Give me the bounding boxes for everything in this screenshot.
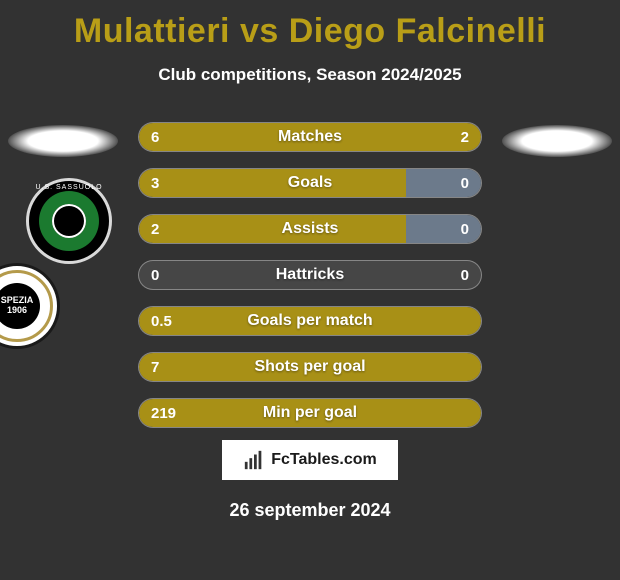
badge-right-center-text: SPEZIA 1906 — [0, 283, 40, 329]
stat-bar-row: Min per goal219 — [138, 398, 482, 428]
stat-bar-label: Min per goal — [139, 399, 481, 427]
stat-bar-row: Goals per match0.5 — [138, 306, 482, 336]
badge-glow-left — [8, 125, 118, 157]
title-vs: vs — [240, 12, 279, 50]
footer-site-text: FcTables.com — [271, 451, 377, 469]
club-badge-right: SPEZIA 1906 — [0, 263, 60, 349]
soccer-ball-icon — [52, 204, 86, 238]
page-title: Mulattieri vs Diego Falcinelli — [0, 0, 620, 51]
title-player1: Mulattieri — [74, 12, 230, 50]
stat-bar-value-left: 3 — [151, 169, 159, 197]
stat-bar-label: Matches — [139, 123, 481, 151]
badge-left-inner — [39, 191, 99, 251]
stat-bar-label: Assists — [139, 215, 481, 243]
stat-bar-label: Goals per match — [139, 307, 481, 335]
club-badge-left: U.S. SASSUOLO — [26, 178, 112, 264]
subtitle: Club competitions, Season 2024/2025 — [0, 65, 620, 85]
stat-bar-value-left: 7 — [151, 353, 159, 381]
fctables-logo-icon — [243, 449, 265, 471]
stat-bar-row: Shots per goal7 — [138, 352, 482, 382]
date-text: 26 september 2024 — [0, 500, 620, 521]
stat-bar-row: Hattricks0 0 — [138, 260, 482, 290]
stat-bar-value-right: 0 — [461, 169, 469, 197]
badge-left-arc-text: U.S. SASSUOLO — [29, 184, 109, 191]
stat-bar-label: Shots per goal — [139, 353, 481, 381]
stat-bar-value-right: 2 — [461, 123, 469, 151]
stat-bar-value-left: 0.5 — [151, 307, 172, 335]
stat-bar-row: Matches6 2 — [138, 122, 482, 152]
stat-bar-row: Assists2 0 — [138, 214, 482, 244]
stat-bar-value-left: 0 — [151, 261, 159, 289]
stat-bar-value-right: 0 — [461, 261, 469, 289]
badge-glow-right — [502, 125, 612, 157]
stat-bar-row: Goals3 0 — [138, 168, 482, 198]
stat-bar-value-right: 0 — [461, 215, 469, 243]
stat-bar-label: Hattricks — [139, 261, 481, 289]
stat-bar-value-left: 6 — [151, 123, 159, 151]
footer-attribution: FcTables.com — [222, 440, 398, 480]
stat-bar-value-left: 219 — [151, 399, 176, 427]
title-player2: Diego Falcinelli — [289, 12, 546, 50]
comparison-bars: Matches62Goals30Assists20Hattricks00Goal… — [138, 122, 482, 444]
stat-bar-value-left: 2 — [151, 215, 159, 243]
stat-bar-label: Goals — [139, 169, 481, 197]
